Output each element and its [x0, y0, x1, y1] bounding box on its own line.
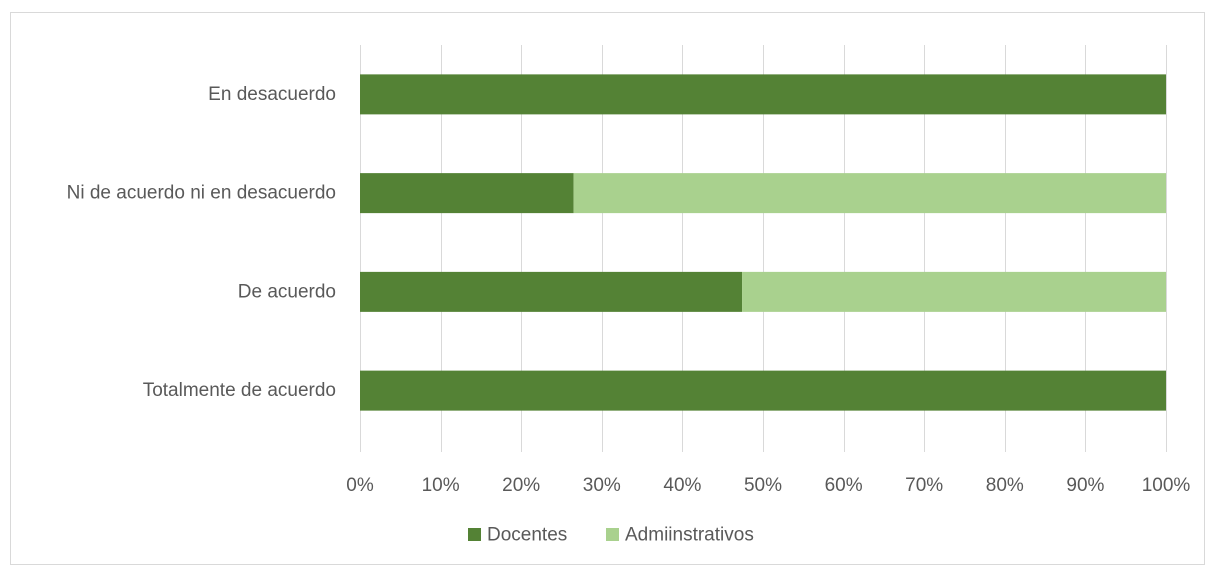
x-tick-label: 90% [1066, 475, 1104, 496]
category-label: Ni de acuerdo ni en desacuerdo [67, 183, 336, 204]
legend-label: Admiinstrativos [625, 525, 754, 546]
bar-docentes-2 [360, 271, 743, 312]
x-tick-label: 30% [583, 475, 621, 496]
x-tick-labels: 0% 10% 20% 30% 40% 50% 60% 70% 80% 90% 100% [346, 475, 1190, 496]
bars [360, 74, 1166, 411]
bar-admiinstrativos-2 [742, 271, 1166, 312]
x-tick-label: 70% [905, 475, 943, 496]
category-label: De acuerdo [238, 281, 336, 302]
x-tick-label: 40% [663, 475, 701, 496]
legend-label: Docentes [487, 525, 567, 546]
category-label: Totalmente de acuerdo [143, 380, 336, 401]
legend-swatch-admiinstrativos [606, 528, 619, 541]
x-tick-label: 100% [1142, 475, 1191, 496]
legend: Docentes Admiinstrativos [468, 525, 754, 546]
bar-docentes-1 [360, 173, 574, 214]
x-tick-label: 10% [422, 475, 460, 496]
x-tick-label: 20% [502, 475, 540, 496]
x-tick-label: 50% [744, 475, 782, 496]
bar-admiinstrativos-1 [573, 173, 1166, 214]
bar-docentes-3 [360, 370, 1166, 411]
bar-docentes-0 [360, 74, 1166, 115]
x-tick-label: 0% [346, 475, 374, 496]
x-tick-label: 60% [825, 475, 863, 496]
x-tick-label: 80% [986, 475, 1024, 496]
category-label: En desacuerdo [208, 84, 336, 105]
legend-swatch-docentes [468, 528, 481, 541]
category-labels: En desacuerdo Ni de acuerdo ni en desacue… [67, 84, 336, 401]
